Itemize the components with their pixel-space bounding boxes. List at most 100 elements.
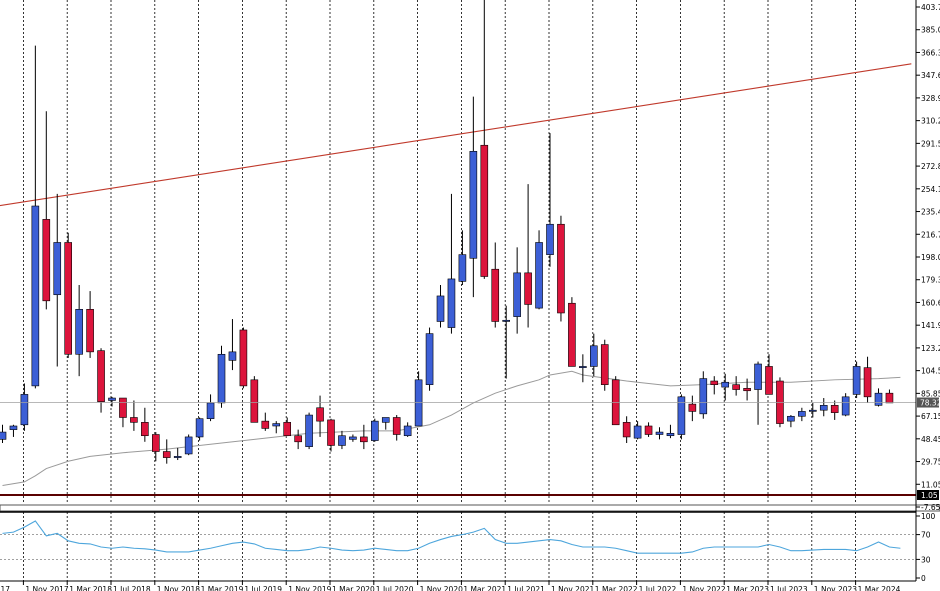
candle-down (600, 344, 609, 385)
y-tick-label: 104.55 (921, 367, 940, 376)
osc-tick-label: 100 (921, 512, 936, 521)
x-tick-label: 1 Nov 2019 (288, 585, 331, 591)
candle-up (546, 223, 554, 255)
x-tick-label: 1 Mar 2019 (201, 585, 244, 591)
price-axis: 403.75 385.05 366.35 347.65 328.95 310.25 291.… (915, 0, 940, 581)
candle-down (863, 367, 872, 398)
candle-up (184, 436, 193, 455)
candle-up (469, 151, 478, 259)
candle-up (217, 353, 226, 404)
candle-down (688, 403, 697, 412)
candle-up (349, 436, 357, 440)
candle-up (458, 254, 467, 282)
candle-up (228, 351, 237, 361)
oscillator-axis: 100 70 30 0 (916, 512, 936, 583)
candle-down (239, 329, 248, 387)
candle-down (86, 309, 94, 353)
candle-up (305, 414, 313, 447)
y-tick-label: 48.45 (921, 435, 940, 444)
x-tick-label: 1 Mar 2018 (69, 585, 112, 591)
candle-up (787, 415, 795, 422)
candle-up (754, 363, 762, 390)
candle-up (425, 333, 434, 385)
candle-up (666, 432, 675, 437)
candle-down (261, 420, 270, 429)
candle-up (819, 405, 828, 411)
osc-tick-label: 30 (921, 555, 931, 564)
candle-up (31, 205, 40, 387)
candle-down (644, 425, 653, 435)
candle-down (568, 302, 576, 367)
y-tick-label: 291.55 (921, 139, 940, 148)
candle-up (589, 345, 598, 367)
candle-down (743, 388, 751, 392)
panel-separator (0, 504, 940, 512)
y-tick-label: -7.65 (921, 503, 940, 512)
candle-up (173, 456, 182, 458)
candle-down (316, 407, 324, 422)
candle-down (360, 436, 368, 443)
candle-up (75, 309, 83, 355)
candle-up (0, 431, 7, 440)
candle-up (370, 420, 379, 441)
y-tick-label: 141.95 (921, 321, 940, 330)
candle-down (294, 435, 302, 443)
candle-up (633, 425, 642, 439)
candle-down (732, 384, 740, 390)
candle-down (830, 405, 839, 413)
candle-up (195, 418, 204, 438)
candle-down (480, 144, 489, 277)
candle-up (381, 417, 390, 423)
osc-tick-label: 0 (921, 574, 926, 583)
y-tick-label: 403.75 (921, 3, 940, 12)
candle-down (491, 268, 500, 322)
candle-up (535, 242, 543, 309)
trendline (0, 63, 912, 207)
candle-up (53, 242, 62, 296)
x-tick-label: 1 Jul 2018 (113, 585, 151, 591)
candle-up (447, 278, 456, 328)
candle-up (502, 319, 511, 322)
panel-divider (0, 494, 940, 513)
zero-badge (917, 490, 939, 500)
candle-up (874, 392, 883, 406)
candle-up (655, 431, 664, 435)
x-tick-label: 1 Jul 2021 (507, 585, 545, 591)
x-tick-label: 1 Mar 2024 (858, 585, 901, 591)
candle-up (9, 425, 18, 430)
osc-tick-label: 70 (921, 531, 931, 540)
candle-up (841, 396, 850, 416)
candle-up (108, 397, 116, 401)
candle-down (622, 422, 631, 438)
candle-down (283, 422, 292, 437)
y-tick-label: 366.35 (921, 48, 940, 57)
trendline-layer (0, 63, 912, 207)
candle-down (392, 417, 401, 435)
candle-down (885, 392, 894, 404)
vertical-grid (22, 0, 856, 581)
zero-label: 1.05 (921, 491, 938, 500)
candle-down (557, 223, 565, 314)
candle-down (524, 272, 532, 305)
candle-up (206, 402, 215, 420)
x-tick-label: 017 (0, 585, 10, 591)
candle-down (42, 219, 51, 302)
candle-up (20, 394, 29, 426)
candle-up (403, 425, 412, 437)
last-price-badge (917, 397, 939, 408)
candle-up (808, 409, 817, 412)
y-tick-label: 85.85 (921, 389, 940, 398)
candle-down (327, 419, 335, 446)
y-tick-label: 216.75 (921, 230, 940, 239)
candle-up (699, 378, 708, 415)
candle-down (765, 366, 773, 395)
candle-down (119, 397, 127, 418)
oscillator-line (2, 520, 901, 554)
y-tick-label: 385.05 (921, 26, 940, 35)
y-tick-label: 179.35 (921, 276, 940, 285)
candle-up (513, 272, 521, 317)
x-tick-label: 1 Nov 2017 (25, 585, 68, 591)
candle-down (250, 379, 259, 423)
candle-down (162, 451, 171, 458)
